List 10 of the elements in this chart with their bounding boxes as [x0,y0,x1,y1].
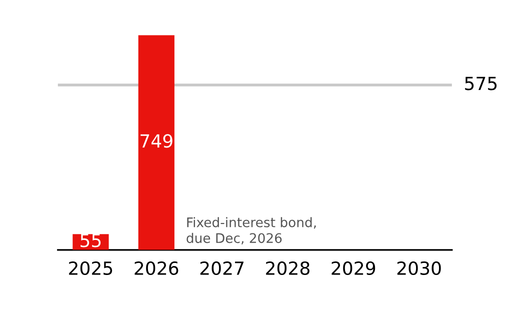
x-tick-label: 2025 [69,261,112,276]
data-label: 749 [140,134,172,148]
x-tick-label: 2028 [266,261,310,276]
x-tick-label: 2026 [134,261,178,276]
annotation: Fixed-interest bond, due Dec, 2026 [186,217,316,244]
x-tick-label: 2027 [200,261,244,276]
data-label: 55 [80,234,101,248]
x-tick-label: 2030 [397,261,441,276]
x-tick-label: 2029 [332,261,376,276]
ref-line-label: 575 [465,76,497,90]
